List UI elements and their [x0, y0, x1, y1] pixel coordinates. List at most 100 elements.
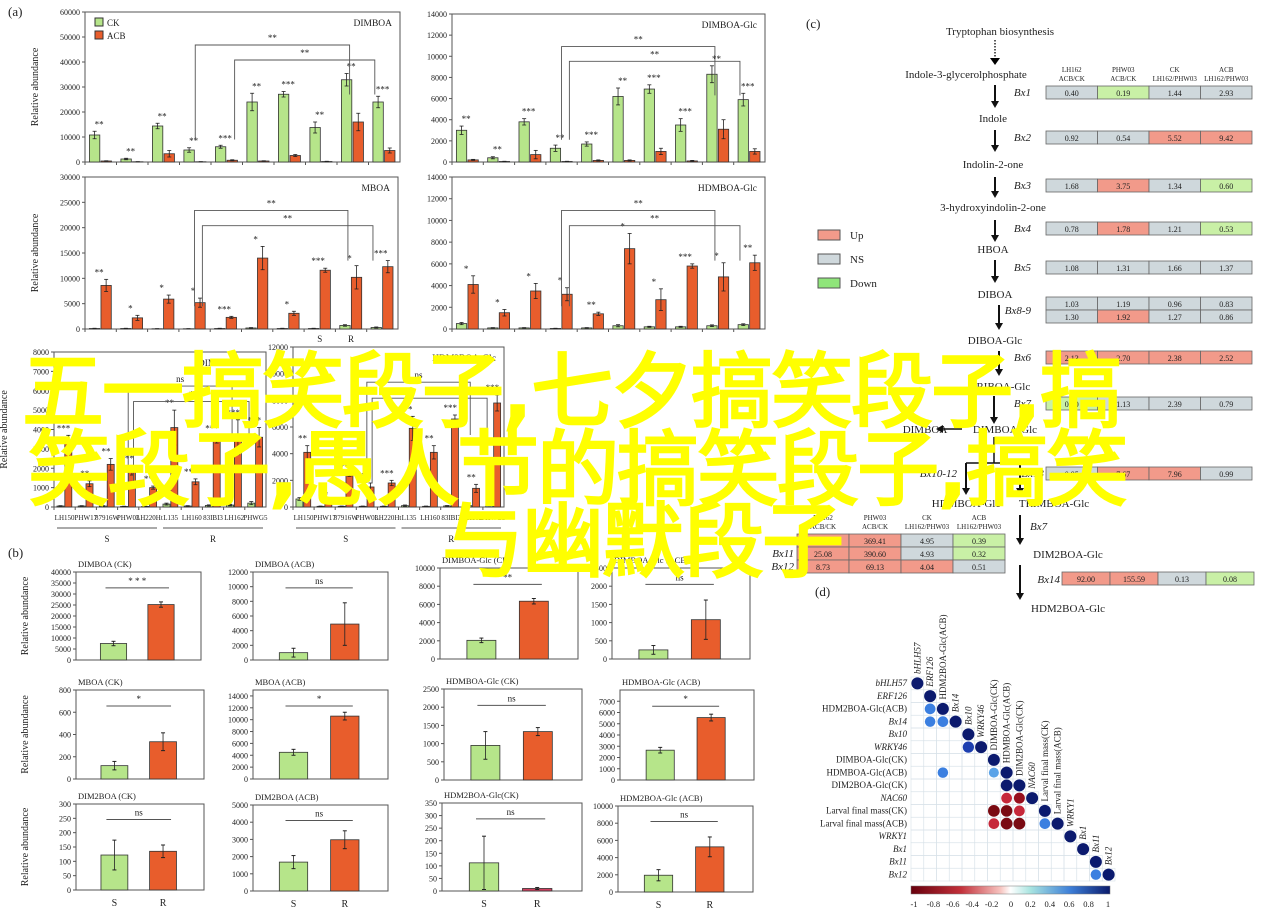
fold-change-cell-up [1200, 350, 1253, 365]
grid-cell [948, 740, 963, 754]
y-tick-label: 2000 [597, 871, 613, 880]
y-tick-label: 1000 [33, 484, 49, 493]
significance-label: ns [315, 808, 324, 818]
grid-cell [948, 791, 963, 805]
fold-change-value: 1.37 [1219, 264, 1233, 273]
grid-cell [923, 740, 937, 754]
y-tick-label: 8000 [232, 728, 248, 737]
y-tick-label: 4000 [272, 450, 288, 459]
y-axis-label: Relative abundance [0, 390, 10, 469]
grid-cell [1025, 816, 1039, 831]
fold-change-value: 9.42 [1219, 134, 1233, 143]
chart-b-mboa-ck: 0 200 400 600 800 MBOA (CK) Relative abundance… [20, 677, 205, 784]
grid-cell [948, 765, 963, 780]
bracket-label: ** [634, 198, 644, 208]
y-tick-label: 15000 [51, 623, 71, 632]
x-category-label: LH220Ht [375, 514, 402, 522]
bar-r [147, 604, 175, 661]
comparison-bracket [371, 397, 488, 483]
pathway-node: HBOA [977, 244, 1008, 256]
legend-label-up: Up [850, 230, 864, 242]
significance-label: *** [57, 423, 71, 433]
grid-cell [910, 867, 925, 882]
correlation-dot [1001, 792, 1012, 804]
significance-label: *** [486, 383, 500, 393]
x-category-label: PHWG5 [481, 514, 506, 522]
y-tick-label: 2000 [431, 303, 447, 312]
significance-label: * [317, 694, 322, 704]
significance-label: * [128, 303, 133, 313]
grid-cell [961, 842, 976, 856]
y-tick-label: 20000 [60, 224, 80, 233]
significance-label: *** [678, 252, 692, 262]
fold-change-value: 0.30 [1065, 400, 1079, 409]
grid-cell [987, 778, 1001, 793]
y-tick-label: 4000 [597, 854, 613, 863]
correlation-dot [988, 805, 1000, 817]
y-tick-label: 300 [59, 800, 71, 809]
colorbar-tick-label: 0.4 [1044, 899, 1055, 909]
y-tick-label: 0 [603, 655, 607, 664]
comparison-bracket [561, 46, 716, 140]
grid-cell [961, 816, 976, 831]
column-label: Bx12 [1104, 846, 1114, 865]
significance-label: *** [741, 81, 755, 91]
arrow-head [990, 58, 1000, 65]
y-tick-label: 2000 [599, 754, 615, 763]
column-header: LH162/PHW03 [957, 523, 1002, 531]
y-tick-label: 20000 [51, 612, 71, 621]
grid-cell [948, 855, 963, 869]
correlation-dot [1102, 868, 1115, 881]
fold-change-value: 29.07 [814, 537, 832, 546]
correlation-dot [1000, 817, 1013, 830]
fold-change-value: 25.08 [814, 550, 832, 559]
group-label-r: R [448, 534, 454, 544]
bar-acb [163, 298, 175, 330]
y-tick-label: 10000 [60, 133, 80, 142]
correlation-dot [1014, 805, 1025, 817]
fold-change-cell-ns [1200, 260, 1253, 275]
fold-change-value: 0.95 [1065, 470, 1079, 479]
grid-cell [1050, 855, 1065, 869]
fold-change-value: 1.13 [1116, 400, 1130, 409]
arrow-head [995, 323, 1003, 330]
row-label: Bx11 [889, 857, 907, 867]
fold-change-cell-down [1200, 221, 1253, 236]
significance-label: ns [508, 693, 517, 703]
arrow-head [990, 417, 998, 424]
grid-cell [923, 753, 937, 767]
x-category-label: LH150 [294, 514, 314, 522]
colorbar-tick-label: -0.2 [985, 899, 998, 909]
x-category-label: L135 [163, 514, 178, 522]
arrow-head [991, 235, 999, 242]
row-label: HDM2BOA-Glc(ACB) [822, 704, 907, 714]
gene-label: Bx11 [772, 548, 794, 560]
correlation-dot [988, 767, 999, 778]
bracket-label: ** [268, 33, 278, 43]
grid-cell [987, 829, 1001, 844]
bracket-label: ** [650, 49, 660, 59]
column-header: LH162 [1062, 66, 1082, 74]
y-tick-label: 10000 [415, 564, 435, 573]
chart-b-hdm2boa-glc-acb: 0 2000 4000 6000 8000 10000 HDM2BOA-Glc (ACB) S… [593, 793, 754, 911]
chart-title: DIM2BOA-Glc [198, 359, 258, 369]
y-tick-label: 15000 [60, 249, 80, 258]
chart-title: HDM2BOA-Glc(CK) [444, 790, 519, 800]
significance-label: *** [218, 304, 232, 314]
comparison-bracket [127, 385, 233, 484]
column-label: NAC60 [1027, 762, 1037, 790]
significance-label: *** [585, 130, 599, 140]
row-label: Bx10 [889, 729, 908, 739]
y-tick-label: 5000 [599, 720, 615, 729]
y-tick-label: 800 [59, 686, 71, 695]
comparison-bracket [568, 60, 741, 140]
grid-cell [948, 867, 963, 882]
y-tick-label: 2000 [272, 476, 288, 485]
grid-cell [999, 829, 1014, 844]
pathway-node: Indolin-2-one [963, 159, 1024, 171]
chart-b-hdm2boa-glc-ck: 0 50 100 150 200 250 300 350 HDM2BOA-Glc(CK) S Rns [425, 790, 583, 910]
x-category-label: R [706, 900, 713, 911]
comparison-bracket [194, 44, 351, 140]
x-category-label: PHW17 [75, 514, 98, 522]
bracket-label: ns [415, 370, 424, 380]
